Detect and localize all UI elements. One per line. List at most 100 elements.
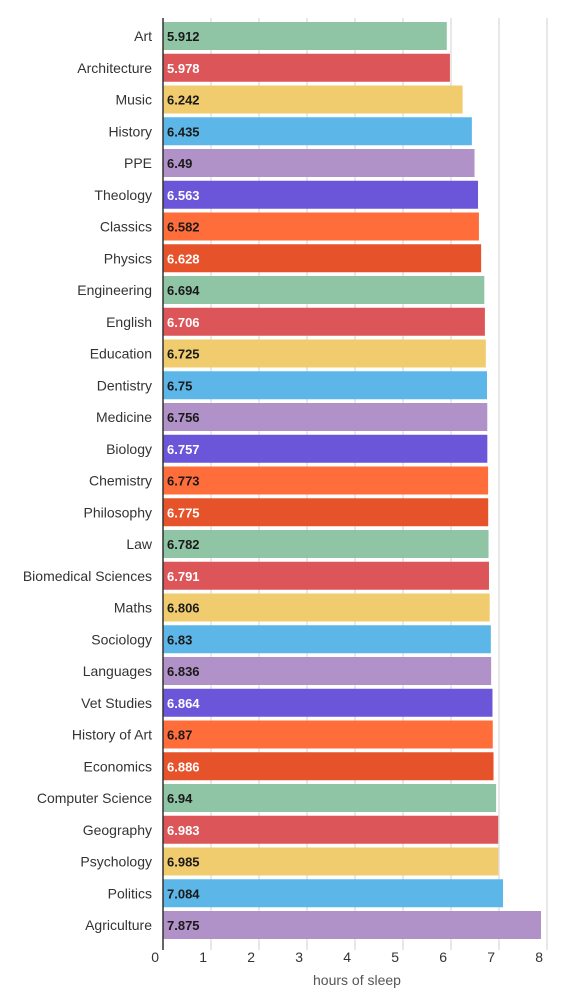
bar-6 [163, 212, 479, 241]
bar-21 [163, 688, 493, 717]
bar-19 [163, 625, 491, 654]
category-label: Politics [108, 885, 152, 901]
category-labels: Art Architecture Music History PPE Theology Cl… [23, 28, 153, 933]
bar-1 [163, 53, 450, 82]
category-label: Engineering [77, 282, 152, 298]
bar-27 [163, 879, 504, 908]
category-label: Agriculture [85, 917, 152, 933]
value-label: 7.084 [167, 886, 200, 901]
value-label: 6.706 [167, 315, 200, 330]
value-label: 6.628 [167, 251, 200, 266]
value-label: 6.985 [167, 855, 200, 870]
value-label: 6.87 [167, 728, 192, 743]
category-label: Biomedical Sciences [23, 568, 152, 584]
value-label: 6.983 [167, 823, 200, 838]
bar-16 [163, 530, 489, 558]
category-label: Sociology [91, 631, 152, 647]
category-label: Chemistry [89, 473, 152, 489]
bar-26 [163, 847, 499, 876]
bars [163, 22, 541, 939]
category-label: Vet Studies [81, 695, 152, 711]
bar-14 [163, 466, 489, 495]
category-label: Art [134, 28, 152, 44]
bar-4 [163, 149, 475, 177]
value-label: 6.83 [167, 632, 192, 647]
bar-28 [163, 911, 541, 939]
value-label: 5.912 [167, 29, 200, 44]
x-tick-label: 1 [199, 949, 207, 965]
category-label: PPE [124, 155, 152, 171]
bar-0 [163, 22, 447, 50]
x-tick-label: 7 [487, 949, 495, 965]
bar-7 [163, 244, 482, 273]
bar-5 [163, 180, 479, 209]
bar-18 [163, 593, 490, 622]
x-tick-label: 5 [391, 949, 399, 965]
category-label: Languages [83, 663, 152, 679]
bar-23 [163, 752, 494, 781]
x-axis-ticks: 0 1 2 3 4 5 6 7 8 [151, 949, 543, 965]
bar-3 [163, 117, 472, 146]
value-label: 6.806 [167, 601, 200, 616]
category-label: Music [115, 92, 152, 108]
category-label: Law [126, 536, 153, 552]
x-tick-label: 8 [535, 949, 543, 965]
category-label: Architecture [77, 60, 152, 76]
value-label: 6.775 [167, 505, 200, 520]
x-tick-label: 2 [247, 949, 255, 965]
value-label: 6.836 [167, 664, 200, 679]
bar-25 [163, 815, 499, 844]
value-label: 6.435 [167, 124, 200, 139]
bar-12 [163, 403, 488, 431]
category-label: Education [90, 346, 152, 362]
category-label: Biology [106, 441, 152, 457]
category-label: Economics [84, 758, 152, 774]
category-label: History of Art [72, 727, 152, 743]
value-label: 6.757 [167, 442, 200, 457]
value-label: 6.725 [167, 347, 200, 362]
value-labels: 5.912 5.978 6.242 6.435 6.49 6.563 6.582 6.628 6… [167, 29, 200, 933]
category-label: Maths [114, 600, 152, 616]
bar-20 [163, 657, 492, 685]
category-label: Computer Science [37, 790, 152, 806]
bar-8 [163, 276, 485, 304]
value-label: 6.242 [167, 93, 200, 108]
value-label: 6.582 [167, 220, 200, 235]
category-label: English [106, 314, 152, 330]
value-label: 6.49 [167, 156, 192, 171]
category-label: Physics [104, 250, 152, 266]
category-label: History [108, 123, 152, 139]
bar-22 [163, 720, 493, 749]
value-label: 6.782 [167, 537, 200, 552]
value-label: 6.756 [167, 410, 200, 425]
bar-13 [163, 434, 488, 463]
bar-11 [163, 371, 487, 400]
value-label: 6.791 [167, 569, 200, 584]
value-label: 6.563 [167, 188, 200, 203]
value-label: 5.978 [167, 61, 200, 76]
x-axis-title: hours of sleep [313, 972, 401, 988]
bar-10 [163, 339, 486, 368]
value-label: 7.875 [167, 918, 200, 933]
category-label: Geography [83, 822, 152, 838]
bar-17 [163, 561, 489, 590]
category-label: Classics [100, 219, 152, 235]
category-label: Theology [94, 187, 152, 203]
x-tick-label: 0 [151, 949, 159, 965]
x-tick-label: 4 [343, 949, 351, 965]
value-label: 6.773 [167, 474, 200, 489]
bar-2 [163, 85, 463, 114]
value-label: 6.864 [167, 696, 200, 711]
value-label: 6.694 [167, 283, 200, 298]
value-label: 6.886 [167, 759, 200, 774]
category-label: Dentistry [97, 377, 152, 393]
category-label: Medicine [96, 409, 152, 425]
bar-15 [163, 498, 489, 527]
value-label: 6.94 [167, 791, 193, 806]
category-label: Philosophy [84, 504, 153, 520]
bar-24 [163, 784, 497, 812]
value-label: 6.75 [167, 378, 192, 393]
bar-9 [163, 307, 485, 336]
category-label: Psychology [80, 854, 152, 870]
